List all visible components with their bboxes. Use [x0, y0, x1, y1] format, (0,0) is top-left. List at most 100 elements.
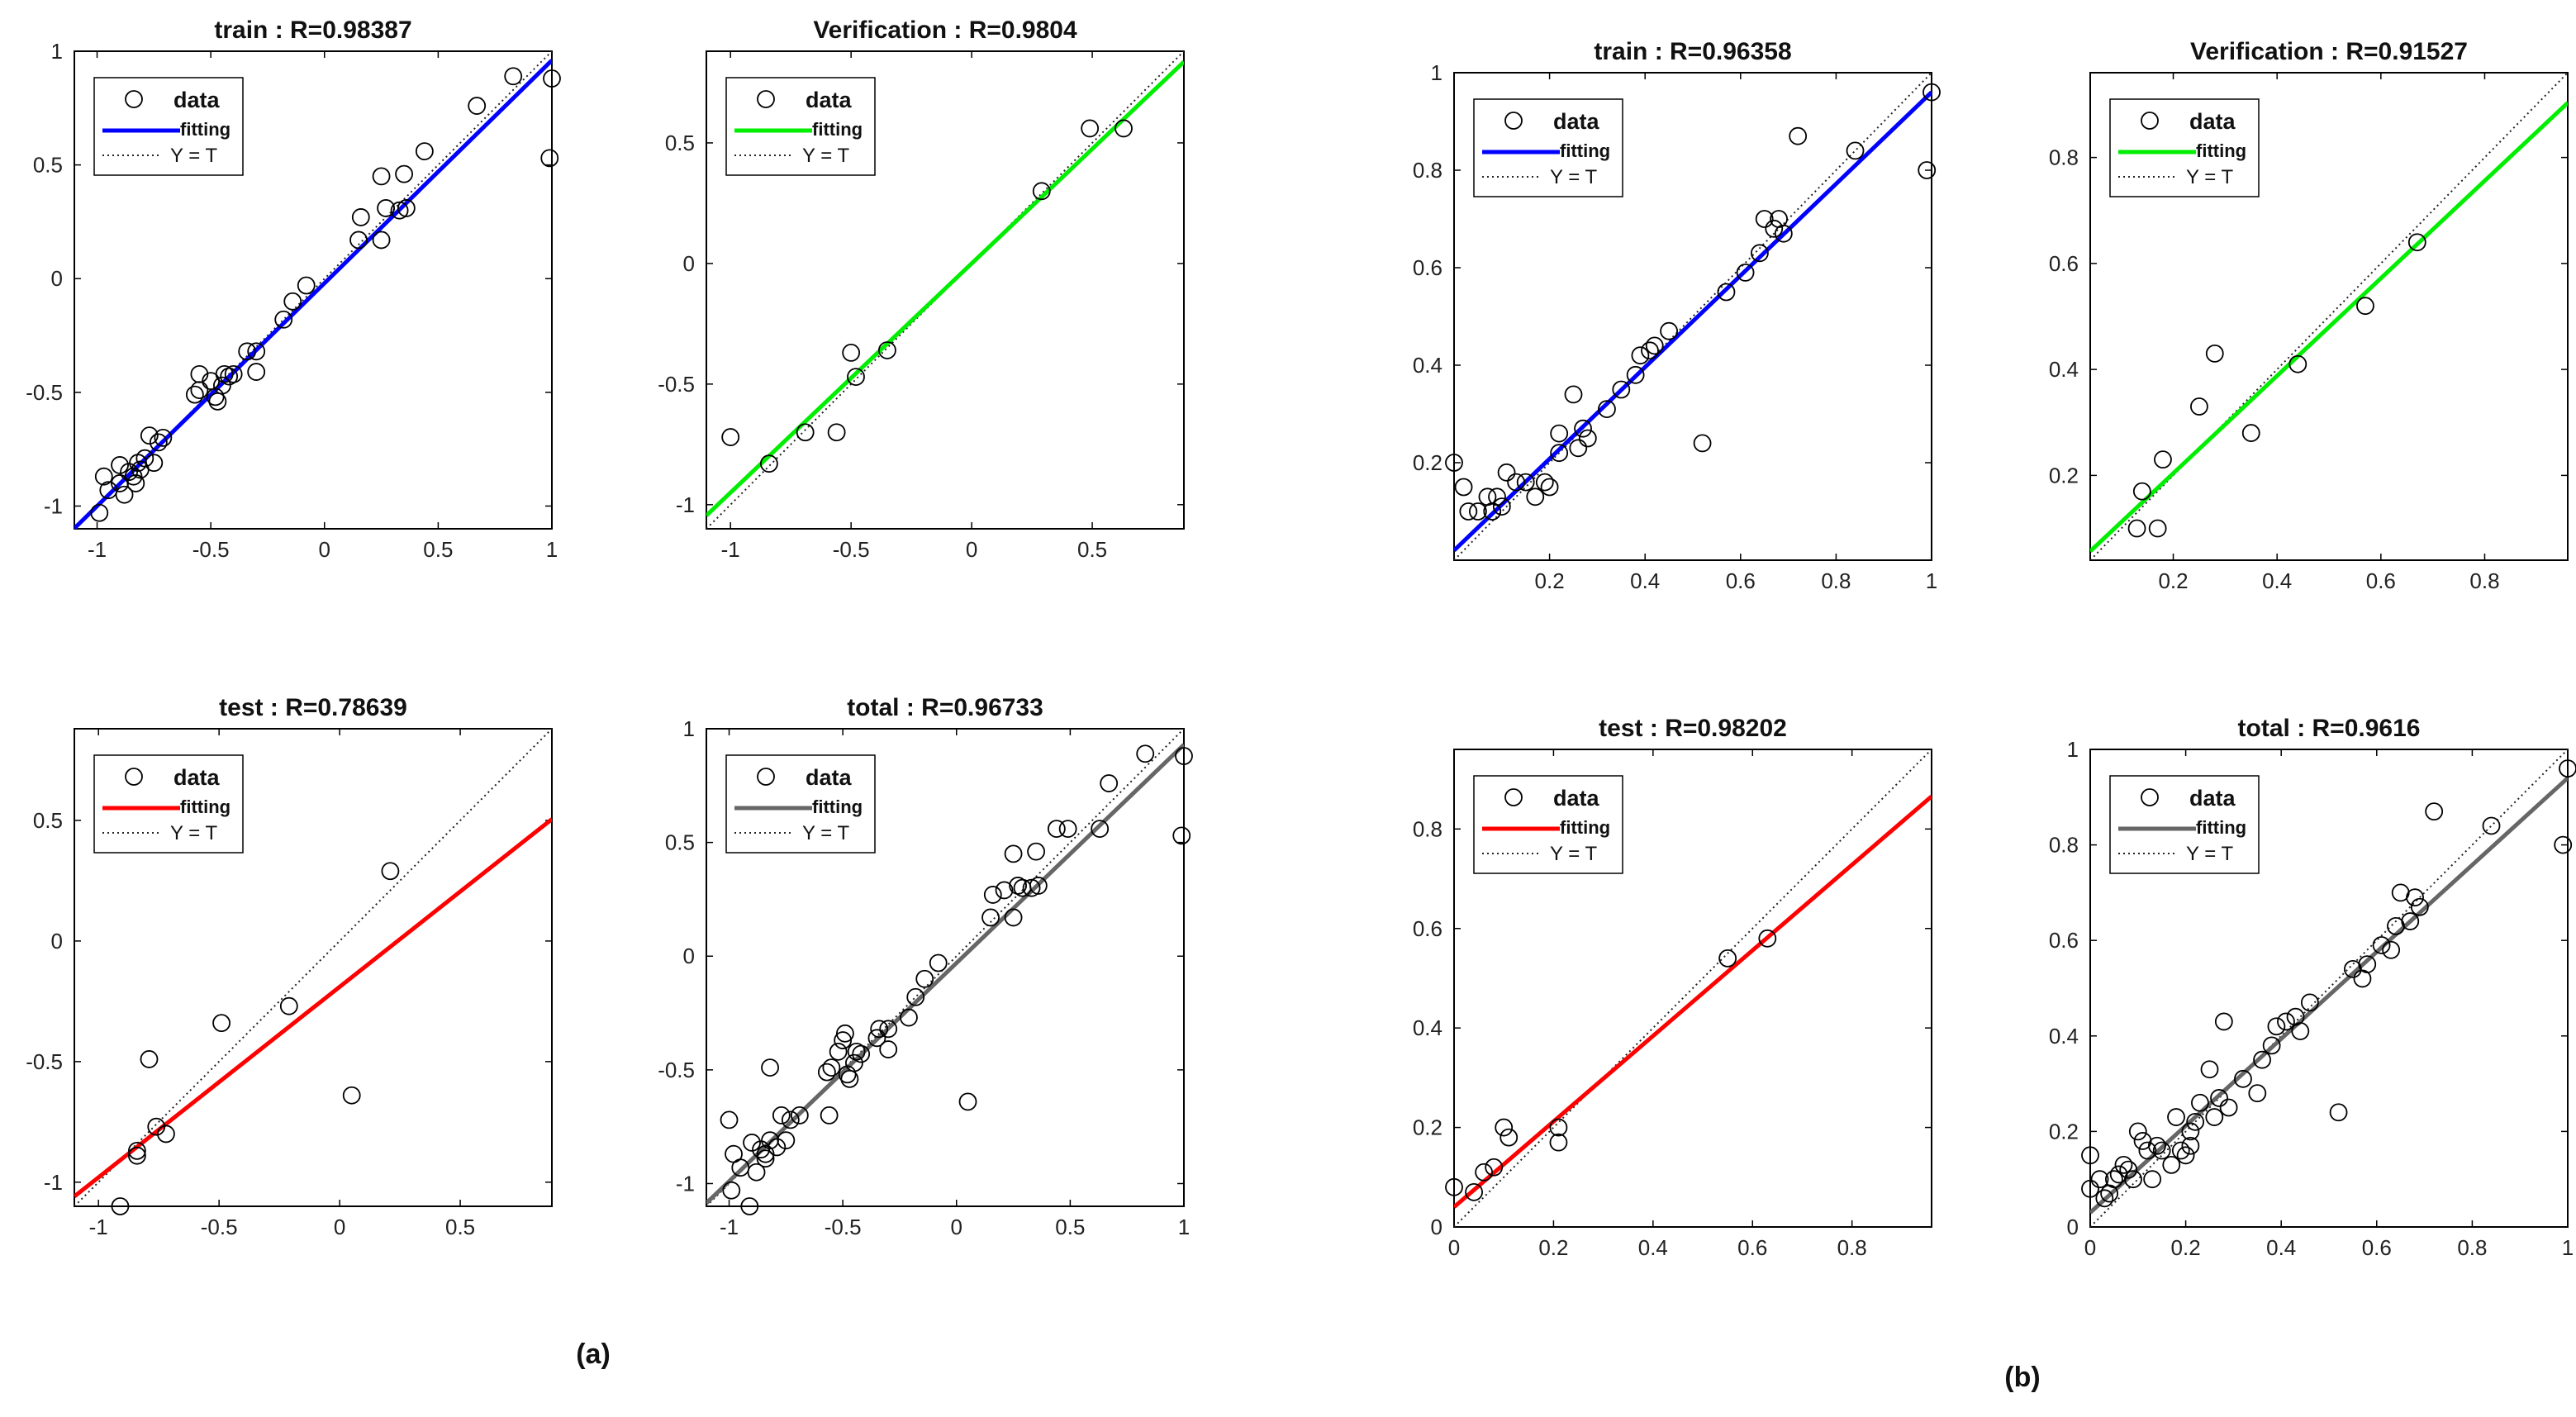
x-tick-label: 0.4 — [2262, 568, 2292, 593]
data-point — [224, 364, 243, 383]
chart-b-verification: 0.2 0.4 0.6 0.8 0.2 0.4 0.6 0.8 Verification : R… — [2049, 38, 2569, 593]
data-point — [1789, 126, 1808, 145]
chart-title: train : R=0.98387 — [214, 17, 411, 44]
data-point — [1022, 878, 1041, 897]
data-point — [351, 208, 370, 226]
data-point — [2407, 233, 2426, 252]
x-tick-label: 0 — [1448, 1235, 1460, 1260]
data-point — [220, 367, 239, 386]
data-point — [247, 363, 266, 381]
x-tick-label: 0.6 — [1726, 568, 1756, 593]
legend-identity-label: Y = T — [802, 145, 849, 167]
y-tick-label: 0 — [1431, 1215, 1442, 1239]
data-point — [1922, 83, 1941, 102]
data-point — [817, 1063, 836, 1082]
data-point — [1058, 820, 1077, 839]
x-tick-label: 0 — [951, 1215, 962, 1239]
chart-title-name: Verification — [2190, 38, 2324, 65]
fit-line — [74, 817, 552, 1198]
data-point — [777, 1131, 796, 1150]
data-point — [127, 1141, 146, 1160]
legend: data fitting Y = T — [93, 754, 244, 854]
data-point — [1445, 454, 1463, 472]
data-point — [2262, 1036, 2281, 1055]
data-point — [372, 167, 391, 186]
data-point — [147, 1117, 166, 1136]
y-tick-label: 0.5 — [665, 830, 695, 855]
data-point — [827, 423, 846, 442]
data-point — [995, 881, 1014, 900]
legend-data-label: data — [173, 765, 221, 790]
x-tick-label: -0.5 — [825, 1215, 862, 1239]
plot-lines — [2090, 73, 2568, 560]
data-point — [1645, 336, 1664, 355]
x-tick-label: 0.6 — [2366, 568, 2396, 593]
legend-box — [93, 754, 244, 854]
data-point — [2253, 1050, 2271, 1069]
data-point — [247, 342, 266, 361]
y-tick-label: 0.2 — [1413, 1115, 1442, 1140]
chart-title: Verification : R=0.9804 — [813, 17, 1077, 44]
data-point — [2300, 993, 2319, 1012]
data-point — [124, 467, 143, 486]
data-point — [2190, 397, 2208, 416]
data-point — [1774, 224, 1793, 243]
data-point — [1755, 210, 1774, 228]
legend-identity-label: Y = T — [1550, 166, 1597, 188]
x-tick-label: 0.2 — [2158, 568, 2188, 593]
data-point — [2148, 1136, 2166, 1155]
legend-identity-label: Y = T — [2186, 166, 2233, 188]
legend-box — [725, 754, 876, 854]
data-point — [543, 69, 561, 88]
data-point — [2152, 1141, 2171, 1160]
data-point — [1136, 744, 1155, 763]
data-point — [135, 449, 154, 468]
data-point — [756, 1144, 775, 1163]
x-tick-label: 0.8 — [2469, 568, 2499, 593]
chart-title-r: : R=0.96358 — [1647, 38, 1791, 65]
y-tick-label: 0 — [683, 944, 695, 968]
data-point — [1569, 439, 1588, 458]
data-point — [94, 467, 113, 486]
data-point — [2162, 1155, 2181, 1174]
fit-line — [1454, 90, 1932, 553]
data-point — [206, 388, 225, 407]
data-point — [2154, 450, 2172, 469]
legend-data-marker — [1504, 112, 1523, 130]
chart-title-name: test — [219, 694, 263, 721]
x-tick-label: 0.4 — [2266, 1235, 2296, 1260]
legend-fit-label: fitting — [1560, 817, 1610, 838]
x-tick-label: 0.2 — [2171, 1235, 2201, 1260]
y-tick-label: 0.6 — [2049, 928, 2079, 953]
data-point — [1751, 244, 1769, 263]
y-tick-label: 0 — [51, 266, 63, 291]
y-tick-label: -1 — [44, 1170, 63, 1195]
chart-title: Verification : R=0.91527 — [2190, 38, 2468, 65]
data-point — [2554, 835, 2573, 854]
legend-data-label: data — [1553, 109, 1600, 134]
plot-lines — [706, 51, 1184, 529]
data-point — [2425, 802, 2444, 821]
data-point — [2124, 1170, 2142, 1189]
data-point — [1693, 434, 1712, 453]
data-point — [2205, 344, 2224, 363]
y-tick-label: -0.5 — [26, 1049, 63, 1074]
legend-box — [2109, 98, 2260, 197]
data-point — [1526, 487, 1545, 506]
legend-data-label: data — [806, 765, 853, 790]
y-tick-label: 1 — [683, 716, 695, 741]
legend: data fitting Y = T — [2109, 98, 2260, 197]
data-point — [297, 276, 316, 295]
y-tick-label: 0 — [2067, 1215, 2079, 1239]
legend-identity-label: Y = T — [170, 145, 217, 167]
y-tick-label: 0.8 — [1413, 816, 1442, 841]
data-point — [2234, 1069, 2252, 1088]
data-point — [1485, 1158, 1504, 1177]
legend-data-label: data — [2189, 109, 2236, 134]
plot-lines — [2090, 749, 2568, 1227]
x-tick-label: 0.5 — [1077, 537, 1107, 562]
data-point — [915, 969, 934, 988]
data-point — [1495, 1118, 1514, 1137]
y-tick-label: 0.2 — [2049, 463, 2079, 487]
data-point — [1758, 929, 1777, 948]
